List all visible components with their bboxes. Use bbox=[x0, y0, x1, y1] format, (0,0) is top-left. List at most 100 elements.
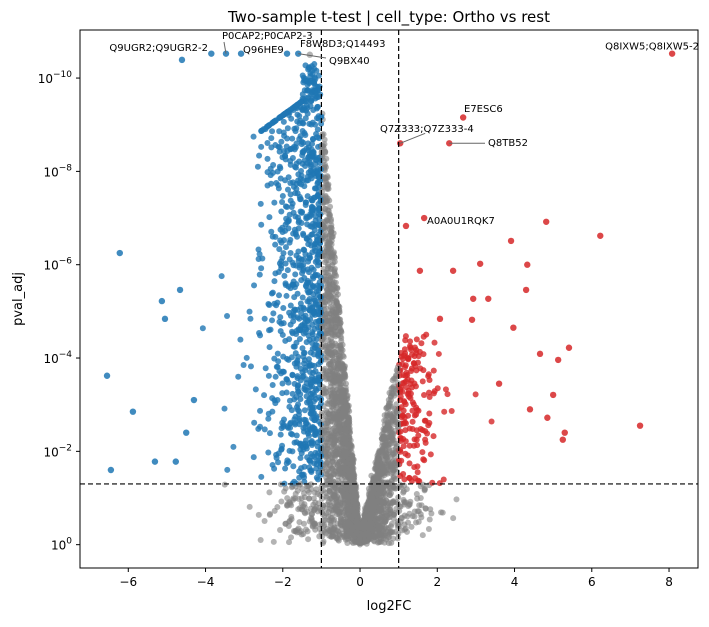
background-point bbox=[312, 82, 319, 89]
background-point bbox=[257, 200, 264, 207]
background-point bbox=[388, 418, 395, 425]
background-point bbox=[312, 258, 319, 265]
background-point bbox=[323, 287, 330, 294]
background-point bbox=[277, 431, 284, 438]
background-point bbox=[276, 292, 283, 299]
y-tick-label: 10−10 bbox=[38, 70, 73, 86]
background-point bbox=[316, 317, 323, 324]
background-point bbox=[297, 196, 304, 203]
background-point bbox=[379, 449, 386, 456]
background-point bbox=[318, 409, 325, 416]
background-point bbox=[296, 326, 303, 333]
background-point bbox=[402, 401, 409, 408]
background-point bbox=[325, 426, 332, 433]
background-point bbox=[322, 389, 329, 396]
background-point bbox=[339, 341, 346, 348]
background-point bbox=[472, 391, 479, 398]
background-point bbox=[331, 383, 338, 390]
background-point bbox=[317, 359, 324, 366]
background-point bbox=[406, 501, 413, 508]
background-point bbox=[334, 285, 341, 292]
background-point bbox=[329, 458, 336, 465]
background-point bbox=[353, 529, 360, 536]
background-point bbox=[374, 456, 381, 463]
background-point bbox=[257, 423, 264, 430]
background-point bbox=[311, 454, 318, 461]
background-point bbox=[272, 233, 279, 240]
background-point bbox=[326, 280, 333, 287]
background-point bbox=[304, 87, 311, 94]
background-point bbox=[269, 169, 276, 176]
data-point bbox=[526, 406, 534, 413]
background-point bbox=[306, 298, 313, 305]
background-point bbox=[261, 518, 268, 525]
background-point bbox=[314, 476, 321, 483]
background-point bbox=[305, 356, 312, 363]
background-point bbox=[436, 480, 443, 487]
x-tick-label: 8 bbox=[665, 575, 673, 589]
background-point bbox=[271, 199, 278, 206]
background-point bbox=[271, 278, 278, 285]
data-point bbox=[636, 422, 644, 429]
background-point bbox=[311, 311, 318, 318]
background-point bbox=[328, 412, 335, 419]
data-point bbox=[536, 350, 544, 358]
background-point bbox=[311, 61, 318, 68]
background-point bbox=[330, 343, 337, 350]
background-point bbox=[296, 158, 303, 165]
background-point bbox=[302, 282, 309, 289]
y-axis-label: pval_adj bbox=[11, 272, 26, 326]
background-point bbox=[345, 419, 352, 426]
background-point bbox=[296, 408, 303, 415]
background-point bbox=[296, 262, 303, 269]
background-point bbox=[298, 500, 305, 507]
background-point bbox=[287, 197, 294, 204]
background-point bbox=[407, 338, 414, 345]
background-point bbox=[323, 311, 330, 318]
background-point bbox=[325, 431, 332, 438]
background-point bbox=[384, 487, 391, 494]
background-point bbox=[329, 352, 336, 359]
background-point bbox=[410, 401, 417, 408]
background-point bbox=[322, 206, 329, 213]
background-point bbox=[341, 492, 348, 499]
background-point bbox=[309, 135, 316, 142]
background-point bbox=[418, 514, 425, 521]
background-point bbox=[325, 450, 332, 457]
background-point bbox=[334, 291, 341, 298]
background-point bbox=[308, 515, 315, 522]
background-point bbox=[313, 465, 320, 472]
background-point bbox=[425, 526, 432, 533]
background-point bbox=[310, 440, 317, 447]
background-point bbox=[431, 339, 438, 346]
background-point bbox=[310, 335, 317, 342]
x-tick-label: −2 bbox=[274, 575, 292, 589]
background-point bbox=[392, 427, 399, 434]
background-point bbox=[413, 411, 420, 418]
background-point bbox=[312, 377, 319, 384]
background-point bbox=[319, 417, 326, 424]
background-point bbox=[417, 483, 424, 490]
x-tick-label: 4 bbox=[511, 575, 519, 589]
labeled-point bbox=[420, 214, 428, 222]
background-point bbox=[327, 375, 334, 382]
background-point bbox=[324, 501, 331, 508]
background-point bbox=[264, 155, 271, 162]
background-point bbox=[312, 207, 319, 214]
background-point bbox=[297, 455, 304, 462]
background-point bbox=[298, 531, 305, 538]
background-point bbox=[488, 418, 495, 425]
background-point bbox=[300, 520, 307, 527]
background-point bbox=[385, 480, 392, 487]
background-point bbox=[323, 199, 330, 206]
data-point bbox=[597, 232, 604, 239]
background-point bbox=[279, 229, 286, 236]
background-point bbox=[282, 152, 289, 159]
background-point bbox=[375, 497, 382, 504]
background-point bbox=[295, 257, 302, 264]
background-point bbox=[344, 458, 351, 465]
data-point bbox=[178, 56, 186, 64]
background-point bbox=[434, 385, 441, 392]
background-point bbox=[380, 433, 387, 440]
background-point bbox=[315, 231, 322, 238]
